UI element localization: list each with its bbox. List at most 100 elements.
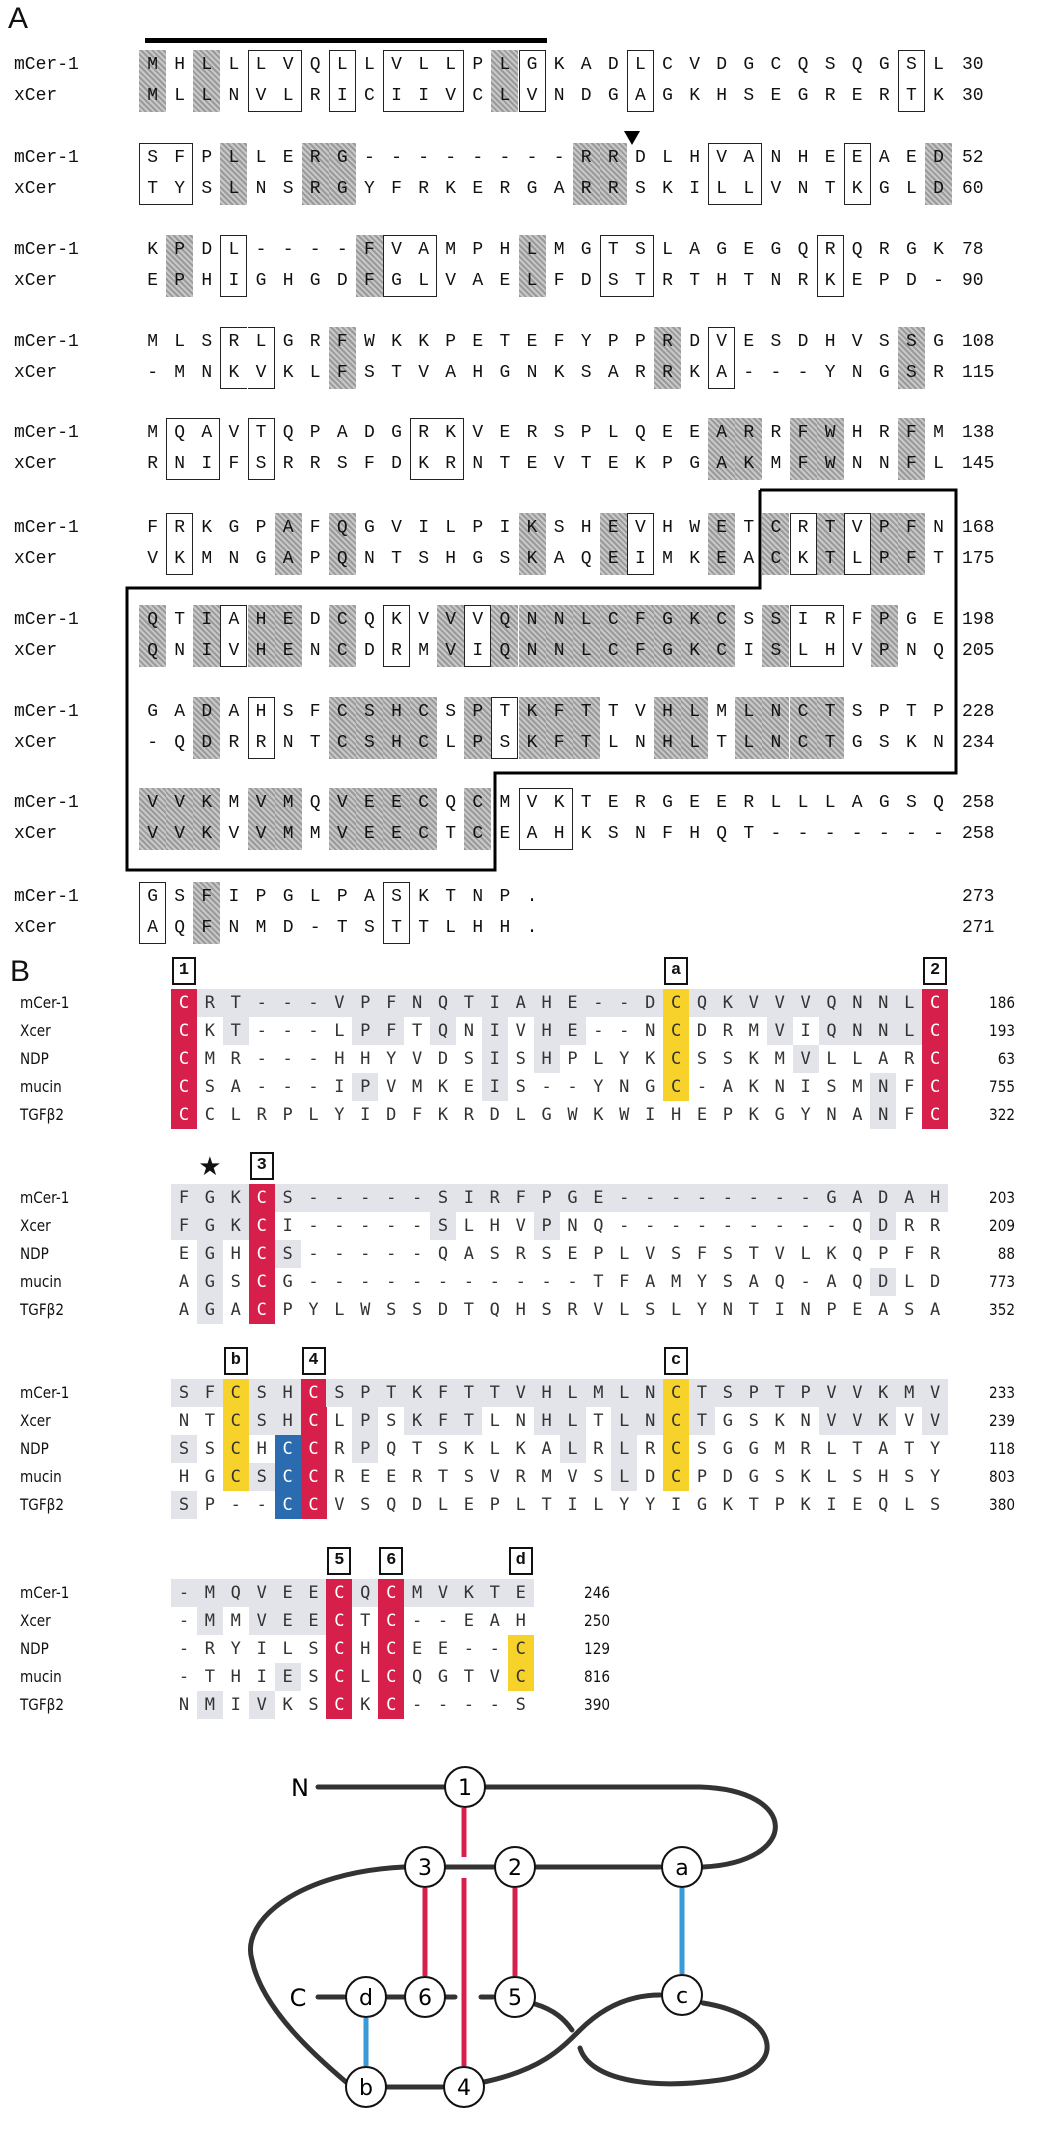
identity-box <box>518 50 546 112</box>
residue: K <box>645 1049 656 1069</box>
residue: R <box>282 454 294 474</box>
residue: H <box>580 518 592 538</box>
residue: S <box>147 148 158 168</box>
similarity-shading <box>193 697 221 759</box>
residue: S <box>274 1184 301 1212</box>
residue: G <box>722 1439 734 1459</box>
residue: L <box>418 271 429 291</box>
sequence-name: mucin <box>20 1667 62 1686</box>
residue: C <box>336 641 348 661</box>
residue: E <box>300 1579 327 1607</box>
residue: - <box>386 1216 397 1236</box>
residue: N <box>282 733 294 753</box>
residue: E <box>559 1017 586 1045</box>
residue: H <box>533 1407 560 1435</box>
residue-number: 138 <box>962 423 995 443</box>
residue: S <box>248 1379 275 1407</box>
node-n1 <box>444 1766 486 1808</box>
node-n5 <box>494 1976 536 2018</box>
residue: H <box>499 240 511 260</box>
residue-number: 258 <box>962 824 995 844</box>
residue: L <box>851 549 863 569</box>
residue: F <box>904 1244 915 1264</box>
residue: P <box>472 702 484 722</box>
similarity-shading <box>139 788 167 850</box>
residue: T <box>743 824 755 844</box>
residue: F <box>201 918 213 938</box>
residue: M <box>670 1272 682 1292</box>
residue: A <box>174 702 186 722</box>
residue: - <box>611 1184 638 1212</box>
residue: P <box>878 641 890 661</box>
residue: Y <box>696 1300 708 1320</box>
residue: - <box>282 240 294 260</box>
residue: G <box>689 454 700 474</box>
residue: S <box>696 1439 708 1459</box>
residue: A <box>851 793 863 813</box>
residue: V <box>411 1049 423 1069</box>
residue: R <box>722 1021 734 1041</box>
residue: S <box>714 1379 741 1407</box>
residue: V <box>391 55 402 75</box>
residue: V <box>386 1077 397 1097</box>
residue: M <box>541 1467 552 1487</box>
residue: S <box>363 733 375 753</box>
residue: - <box>689 1184 715 1212</box>
residue: C <box>171 1073 197 1101</box>
residue: M <box>553 240 565 260</box>
residue: C <box>248 1268 275 1296</box>
residue: F <box>411 1105 423 1125</box>
similarity-shading <box>247 788 275 850</box>
star-icon: ★ <box>198 1152 222 1182</box>
similarity-shading <box>355 697 383 759</box>
residue: P <box>740 1379 767 1407</box>
residue: F <box>430 1379 456 1407</box>
residue: T <box>391 549 402 569</box>
residue: Y <box>593 1077 604 1097</box>
residue: S <box>308 1667 319 1687</box>
residue: R <box>526 423 538 443</box>
residue: - <box>766 1184 793 1212</box>
identity-box <box>843 513 871 575</box>
identity-box <box>626 235 654 297</box>
residue: - <box>282 1077 293 1097</box>
node-label: b <box>359 2076 373 2101</box>
residue: L <box>607 733 619 753</box>
residue: H <box>716 86 728 106</box>
residue: D <box>580 86 592 106</box>
residue: D <box>201 240 213 260</box>
similarity-shading <box>518 697 546 759</box>
similarity-shading <box>247 605 275 667</box>
sequence-name: mCer-1 <box>14 55 79 75</box>
panel-b-label: B <box>10 955 31 988</box>
residue: E <box>274 1663 301 1691</box>
residue: H <box>360 1049 371 1069</box>
residue: S <box>499 549 511 569</box>
residue-number: 209 <box>989 1216 1015 1235</box>
similarity-shading <box>708 605 736 667</box>
cysteine-label: a <box>664 957 689 985</box>
residue: V <box>515 1021 526 1041</box>
similarity-shading <box>383 697 410 759</box>
residue: L <box>619 1244 630 1264</box>
residue: P <box>204 1495 216 1515</box>
residue: I <box>418 518 429 538</box>
residue: M <box>499 793 511 813</box>
residue: T <box>634 271 646 291</box>
residue: L <box>334 1411 345 1431</box>
residue: P <box>792 1379 819 1407</box>
residue: K <box>282 1695 293 1715</box>
residue: A <box>878 148 890 168</box>
node-n6 <box>404 1976 446 2018</box>
residue: K <box>526 702 538 722</box>
residue: S <box>360 1495 371 1515</box>
residue: A <box>463 1244 475 1264</box>
sequence-name: Xcer <box>20 1611 51 1630</box>
residue: K <box>204 1021 216 1041</box>
residue: H <box>716 271 728 291</box>
residue: P <box>309 549 321 569</box>
residue: H <box>851 423 863 443</box>
residue: T <box>824 733 836 753</box>
residue: F <box>553 702 565 722</box>
residue: V <box>255 86 267 106</box>
